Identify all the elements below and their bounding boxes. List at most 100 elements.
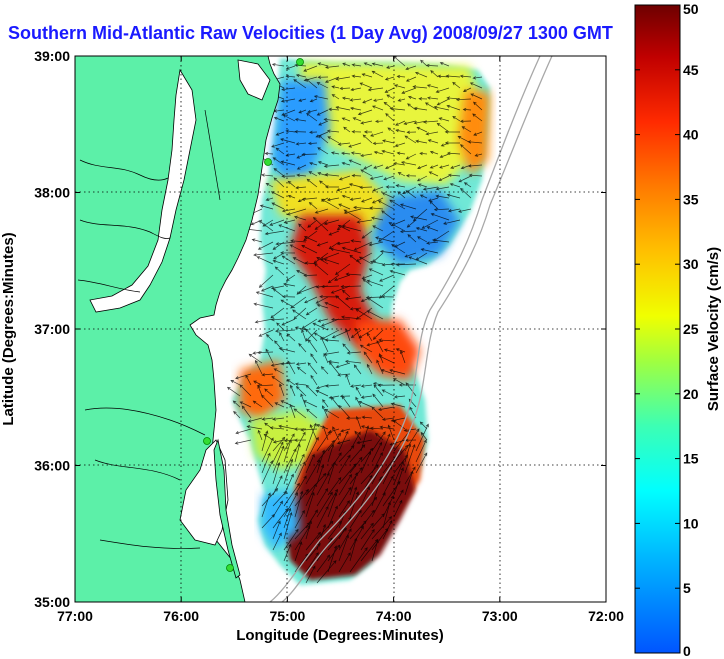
velocity-arrow — [335, 76, 351, 81]
velocity-arrow — [373, 98, 384, 102]
velocity-arrow — [320, 336, 329, 353]
velocity-arrow — [313, 252, 329, 264]
velocity-arrow — [474, 153, 483, 157]
velocity-arrow — [271, 202, 285, 210]
velocity-arrow — [413, 106, 428, 111]
velocity-arrow — [283, 458, 294, 485]
station-marker — [203, 437, 211, 445]
velocity-arrow — [428, 171, 439, 177]
colorbar-tick-label: 35 — [683, 191, 699, 207]
velocity-arrow — [226, 386, 241, 397]
velocity-arrow — [306, 408, 318, 419]
velocity-arrow — [371, 406, 384, 419]
velocity-arrow — [393, 467, 404, 496]
velocity-arrow — [405, 153, 417, 160]
velocity-arrow — [350, 384, 362, 388]
velocity-arrow — [294, 438, 307, 442]
velocity-arrow — [295, 142, 307, 146]
velocity-arrow — [393, 489, 404, 507]
velocity-arrow — [275, 241, 296, 246]
velocity-arrow — [360, 153, 373, 158]
velocity-arrow — [339, 86, 351, 91]
velocity-arrow — [433, 207, 450, 212]
velocity-arrow — [439, 61, 450, 67]
velocity-arrow — [272, 288, 285, 298]
velocity-arrow — [281, 208, 296, 213]
velocity-arrow — [404, 466, 416, 485]
velocity-arrow — [305, 453, 315, 474]
velocity-arrow — [338, 430, 349, 452]
plot-area — [75, 56, 606, 602]
velocity-arrow — [426, 241, 439, 245]
velocity-arrow — [338, 473, 352, 496]
velocity-arrow — [418, 97, 428, 101]
velocity-arrow — [308, 202, 318, 210]
velocity-arrow — [261, 437, 274, 463]
velocity-arrow — [439, 164, 450, 169]
velocity-arrow — [460, 187, 472, 199]
velocity-arrow — [261, 373, 274, 377]
velocity-arrow — [429, 164, 439, 169]
velocity-arrow — [367, 297, 384, 309]
velocity-arrow — [469, 82, 483, 89]
velocity-arrow — [294, 490, 304, 518]
y-axis-label: Latitude (Degrees:Minutes) — [0, 232, 17, 425]
velocity-arrow — [378, 355, 395, 364]
velocity-arrow — [298, 223, 307, 232]
velocity-arrow — [301, 318, 318, 329]
velocity-arrow — [375, 236, 395, 243]
velocity-arrow — [406, 219, 417, 228]
velocity-arrow — [351, 130, 362, 134]
velocity-arrow — [369, 426, 384, 430]
velocity-arrow — [261, 173, 274, 177]
velocity-arrow — [305, 565, 316, 584]
velocity-arrow — [415, 139, 428, 144]
velocity-arrow — [467, 140, 483, 144]
velocity-arrow — [323, 219, 340, 225]
velocity-arrow — [450, 164, 461, 169]
velocity-arrow — [417, 236, 428, 243]
velocity-arrow — [271, 63, 285, 67]
velocity-arrow — [396, 151, 406, 155]
velocity-arrow — [362, 98, 373, 104]
velocity-arrow — [360, 120, 373, 125]
x-tick-label: 75:00 — [269, 608, 305, 624]
velocity-arrow — [303, 65, 318, 72]
velocity-arrow — [293, 307, 307, 320]
velocity-arrow — [355, 386, 362, 397]
velocity-arrow — [369, 206, 384, 210]
velocity-arrow — [258, 220, 274, 232]
delaware-bay — [237, 59, 271, 101]
velocity-arrow — [341, 315, 362, 320]
velocity-arrow — [348, 142, 362, 148]
velocity-arrow — [247, 417, 263, 423]
velocity-arrow — [363, 164, 373, 170]
velocity-arrow — [447, 208, 461, 213]
velocity-arrow — [404, 135, 417, 144]
velocity-arrow — [367, 87, 384, 92]
velocity-arrow — [363, 351, 373, 364]
velocity-arrow — [397, 172, 406, 177]
velocity-arrow — [273, 168, 285, 177]
velocity-arrow — [257, 429, 263, 441]
velocity-arrow — [272, 520, 281, 540]
velocity-arrow — [417, 183, 428, 188]
velocity-arrow — [452, 81, 461, 89]
velocity-arrow — [310, 353, 318, 364]
velocity-arrow — [294, 118, 307, 122]
x-tick-label: 72:00 — [588, 608, 624, 624]
velocity-arrow — [328, 230, 340, 236]
velocity-arrow — [419, 194, 428, 199]
velocity-arrow — [386, 94, 395, 100]
velocity-arrow — [292, 309, 307, 320]
velocity-arrow — [272, 532, 282, 551]
velocity-arrow — [371, 70, 384, 78]
velocity-arrow — [368, 241, 384, 247]
velocity-arrow — [393, 460, 404, 485]
velocity-arrow — [261, 513, 276, 529]
velocity-arrow — [358, 329, 373, 339]
velocity-arrow — [283, 511, 293, 540]
x-tick-label: 73:00 — [482, 608, 518, 624]
y-tick-label: 37:00 — [34, 321, 70, 337]
velocity-arrow — [294, 509, 305, 529]
